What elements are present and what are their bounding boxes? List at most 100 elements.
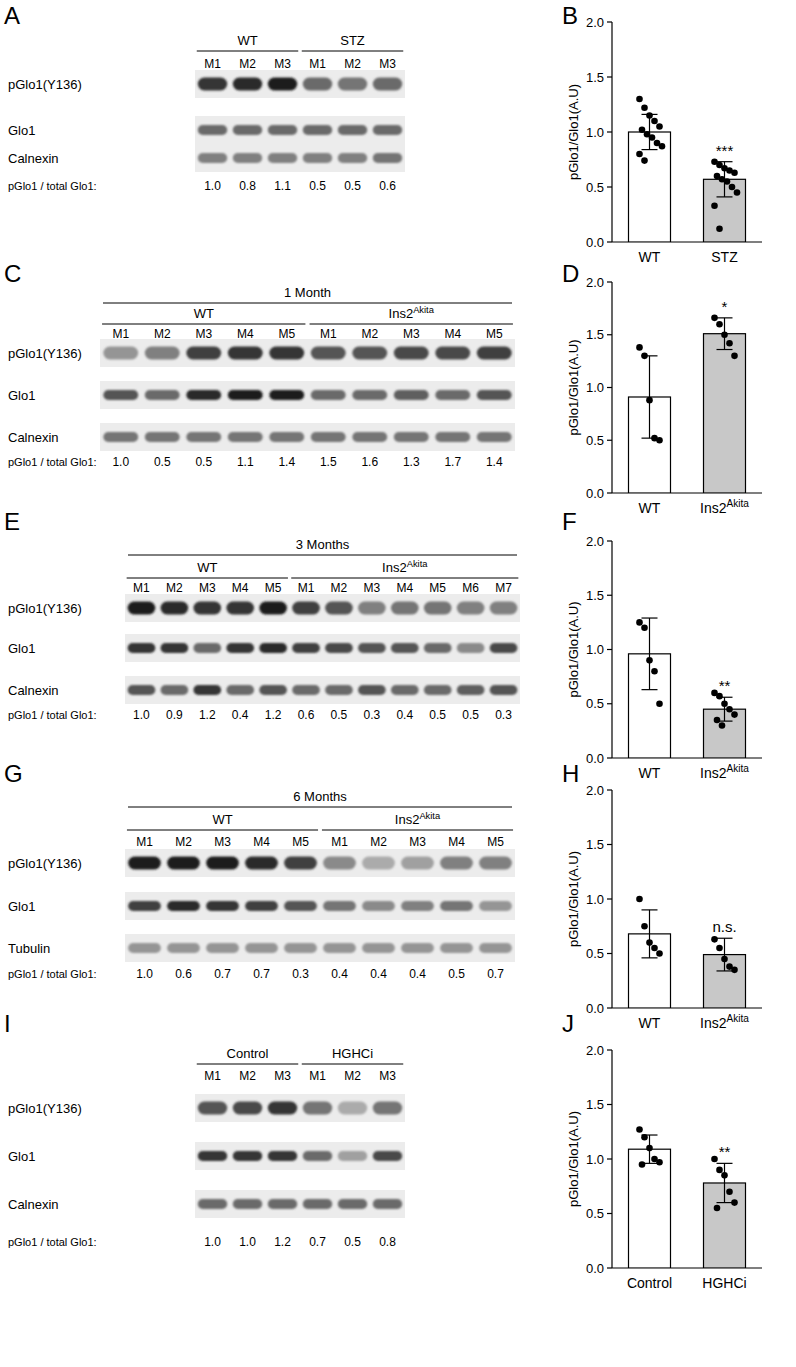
ratio-value: 1.6 — [361, 455, 378, 469]
panel-letter: B — [562, 2, 578, 29]
band — [226, 685, 254, 695]
band — [373, 1102, 402, 1115]
data-point — [656, 1159, 663, 1166]
blot-strip — [125, 934, 515, 962]
band — [457, 685, 485, 695]
blot-strip — [195, 1190, 405, 1218]
error-stem — [649, 910, 650, 958]
band — [233, 1199, 262, 1209]
band — [435, 432, 470, 442]
lane-label: M2 — [361, 327, 378, 341]
data-point — [711, 202, 718, 209]
ratio-label: pGlo1 / total Glo1: — [8, 456, 97, 468]
y-tick-label: 1.5 — [586, 837, 604, 852]
band — [338, 1102, 367, 1115]
data-point — [721, 1172, 728, 1179]
band — [198, 153, 227, 163]
band — [161, 643, 189, 653]
band — [233, 125, 262, 135]
ratio-value: 1.2 — [274, 1235, 291, 1249]
ratio-value: 0.4 — [396, 708, 413, 722]
data-point — [726, 1188, 733, 1195]
row-label: pGlo1(Y136) — [8, 346, 82, 361]
band — [193, 685, 221, 695]
blot-strip — [125, 594, 520, 622]
band — [477, 347, 512, 360]
error-bar — [717, 318, 733, 350]
blot-title: 3 Months — [296, 537, 350, 552]
lane-label: M4 — [448, 835, 465, 849]
ratio-value: 1.0 — [112, 455, 129, 469]
band — [206, 901, 239, 911]
band — [161, 685, 189, 695]
band — [268, 153, 297, 163]
band — [440, 857, 473, 870]
y-tick-label: 1.0 — [586, 380, 604, 395]
significance: ** — [719, 1143, 731, 1160]
band — [373, 1151, 402, 1161]
data-point — [646, 397, 653, 404]
ratio-value: 1.5 — [320, 455, 337, 469]
blot-panel: G6 MonthsWTM1M2M3M4M5Ins2AkitaM1M2M3M4M5… — [4, 760, 515, 981]
row-label: Calnexin — [8, 151, 59, 166]
lane-label: M5 — [265, 581, 282, 595]
error-cap — [717, 938, 733, 939]
data-point — [711, 1156, 718, 1163]
band — [292, 602, 320, 615]
lane-label: M1 — [133, 581, 150, 595]
title-line — [128, 807, 512, 808]
blot-strip — [100, 381, 515, 409]
ratio-label: pGlo1 / total Glo1: — [8, 709, 97, 721]
band — [323, 857, 356, 870]
group-label: WT — [237, 33, 257, 48]
band — [186, 390, 221, 400]
band — [440, 943, 473, 953]
plot-area — [629, 618, 746, 758]
band — [198, 1102, 227, 1115]
group-label: Ins2Akita — [389, 305, 435, 321]
data-point — [656, 950, 663, 957]
band — [490, 685, 518, 695]
ratio-value: 0.8 — [379, 1235, 396, 1249]
band — [193, 643, 221, 653]
data-point — [636, 96, 643, 103]
row-label: pGlo1(Y136) — [8, 1101, 82, 1116]
ratio-value: 0.5 — [429, 708, 446, 722]
band — [401, 901, 434, 911]
row-label: Glo1 — [8, 641, 35, 656]
y-tick-label: 1.0 — [586, 642, 604, 657]
y-tick — [607, 1007, 612, 1008]
band — [303, 125, 332, 135]
row-label: pGlo1(Y136) — [8, 77, 82, 92]
ratio-value: 0.5 — [462, 708, 479, 722]
y-axis-label: pGlo1/Glo1(A.U) — [566, 84, 581, 180]
x-tick-label: Ins2Akita — [700, 498, 749, 516]
band — [198, 1151, 227, 1161]
lane-label: M1 — [204, 1069, 221, 1083]
group-line — [302, 1064, 404, 1065]
band — [424, 643, 452, 653]
data-point — [636, 896, 643, 903]
x-tick-label: Ins2Akita — [700, 763, 749, 781]
band — [311, 390, 346, 400]
y-tick — [607, 492, 612, 493]
ratio-value: 0.5 — [331, 708, 348, 722]
band — [128, 857, 161, 870]
y-tick — [607, 844, 612, 845]
bar — [704, 334, 746, 493]
band — [259, 685, 287, 695]
figure: AWTM1M2M3STZM1M2M3pGlo1(Y136)Glo1Calnexi… — [0, 0, 796, 1367]
blot-panel: C1 MonthWTM1M2M3M4M5Ins2AkitaM1M2M3M4M5p… — [4, 260, 515, 469]
group-line — [127, 830, 318, 831]
data-point — [636, 344, 643, 351]
y-tick-label: 0.0 — [586, 486, 604, 501]
data-point — [641, 105, 648, 112]
data-point — [641, 353, 648, 360]
group-label: WT — [194, 306, 214, 321]
data-point — [714, 1205, 721, 1212]
panel-letter: D — [562, 260, 579, 287]
data-point — [724, 178, 731, 185]
ratio-value: 0.7 — [487, 967, 504, 981]
data-point — [731, 967, 738, 974]
ratio-value: 1.1 — [237, 455, 254, 469]
